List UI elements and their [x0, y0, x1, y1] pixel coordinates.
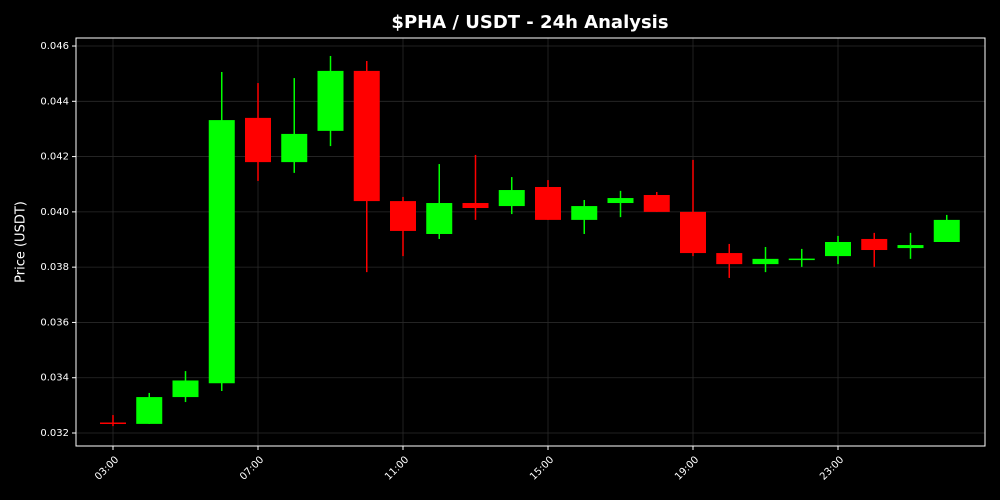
candle-body	[861, 238, 888, 251]
y-tick-label: 0.036	[40, 317, 69, 328]
candle-body	[245, 117, 271, 163]
candle-body	[498, 190, 525, 207]
candle-body	[643, 195, 670, 212]
candle-body	[172, 380, 199, 398]
candle-body	[571, 206, 598, 220]
candle-body	[426, 203, 453, 234]
chart-title: $PHA / USDT - 24h Analysis	[391, 12, 668, 33]
candle-body	[136, 397, 163, 424]
y-tick-label: 0.044	[40, 96, 69, 107]
x-tick-label: 23:00	[818, 454, 846, 482]
y-tick-label: 0.042	[40, 152, 69, 163]
candle-body	[752, 258, 779, 265]
candle-body	[535, 186, 561, 220]
candle-body	[716, 253, 743, 265]
candle-body	[788, 258, 815, 261]
candle-body	[680, 211, 706, 254]
candle-body	[353, 70, 380, 202]
x-tick-label: 03:00	[93, 454, 121, 482]
y-tick-label: 0.032	[40, 428, 69, 439]
y-tick-label: 0.046	[40, 41, 69, 52]
candle-body	[100, 422, 126, 425]
y-axis-label: Price (USDT)	[14, 201, 29, 283]
x-tick-label: 11:00	[383, 454, 411, 482]
candle-body	[317, 70, 344, 131]
y-tick-label: 0.040	[40, 207, 69, 218]
y-tick-label: 0.034	[40, 373, 69, 384]
x-tick-label: 07:00	[238, 454, 266, 482]
candle-body	[607, 198, 634, 204]
candle-body	[462, 203, 489, 208]
y-tick-label: 0.038	[40, 262, 69, 273]
candle-body	[281, 133, 308, 163]
x-tick-label: 19:00	[673, 454, 701, 482]
candle-body	[897, 245, 924, 249]
plot-frame	[75, 37, 986, 447]
candle-body	[208, 120, 235, 384]
x-tick-label: 15:00	[528, 454, 556, 482]
candle-body	[933, 219, 960, 242]
candle-body	[390, 201, 416, 231]
candle-body	[825, 242, 851, 257]
